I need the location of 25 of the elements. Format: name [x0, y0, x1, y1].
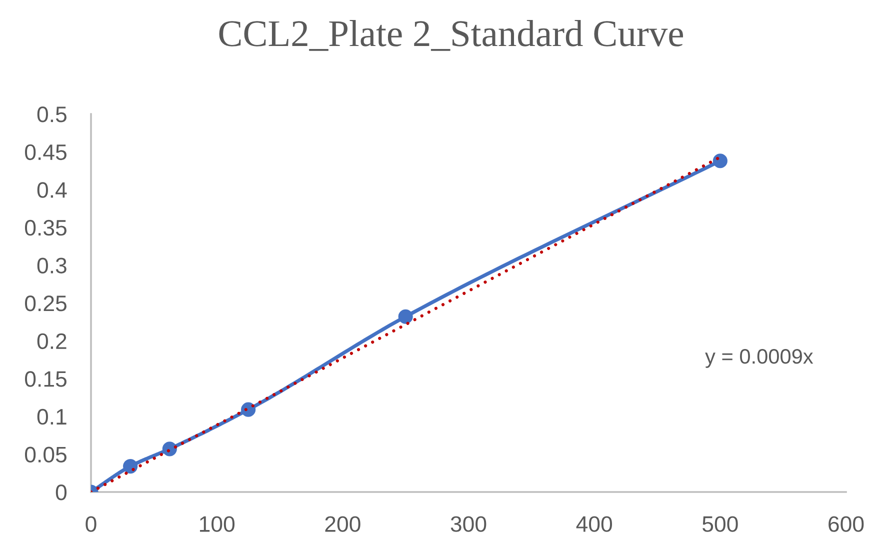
annotation: y = 0.0009x: [705, 349, 814, 368]
x-tick-label: 100: [200, 516, 235, 532]
x-tick-label: 600: [828, 516, 864, 532]
point: [123, 459, 138, 474]
x-tick-label: 200: [325, 516, 360, 532]
y-tick-label: 0.25: [25, 296, 66, 312]
x-tick-label: 400: [576, 516, 612, 532]
x-tick-label: 0: [86, 516, 96, 532]
y-tick-label: 0.35: [25, 220, 66, 236]
y-tick-label: 0.15: [25, 371, 66, 387]
point: [241, 402, 256, 417]
y-tick-label: 0.4: [37, 182, 67, 198]
y-tick-label: 0.45: [25, 144, 66, 160]
y-tick-label: 0: [56, 484, 67, 500]
chart-title: CCL2_Plate 2_Standard Curve: [219, 20, 684, 51]
point: [162, 442, 177, 456]
y-tick-label: 0.2: [37, 333, 66, 350]
y-tick-label: 0.1: [37, 408, 66, 425]
y-tick-label: 0.5: [37, 106, 66, 122]
y-tick-label: 0.05: [25, 446, 66, 462]
point: [712, 154, 728, 168]
x-tick-label: 500: [702, 516, 738, 532]
point: [398, 309, 413, 324]
y-tick-label: 0.3: [37, 258, 66, 274]
x-tick-label: 300: [450, 516, 486, 532]
